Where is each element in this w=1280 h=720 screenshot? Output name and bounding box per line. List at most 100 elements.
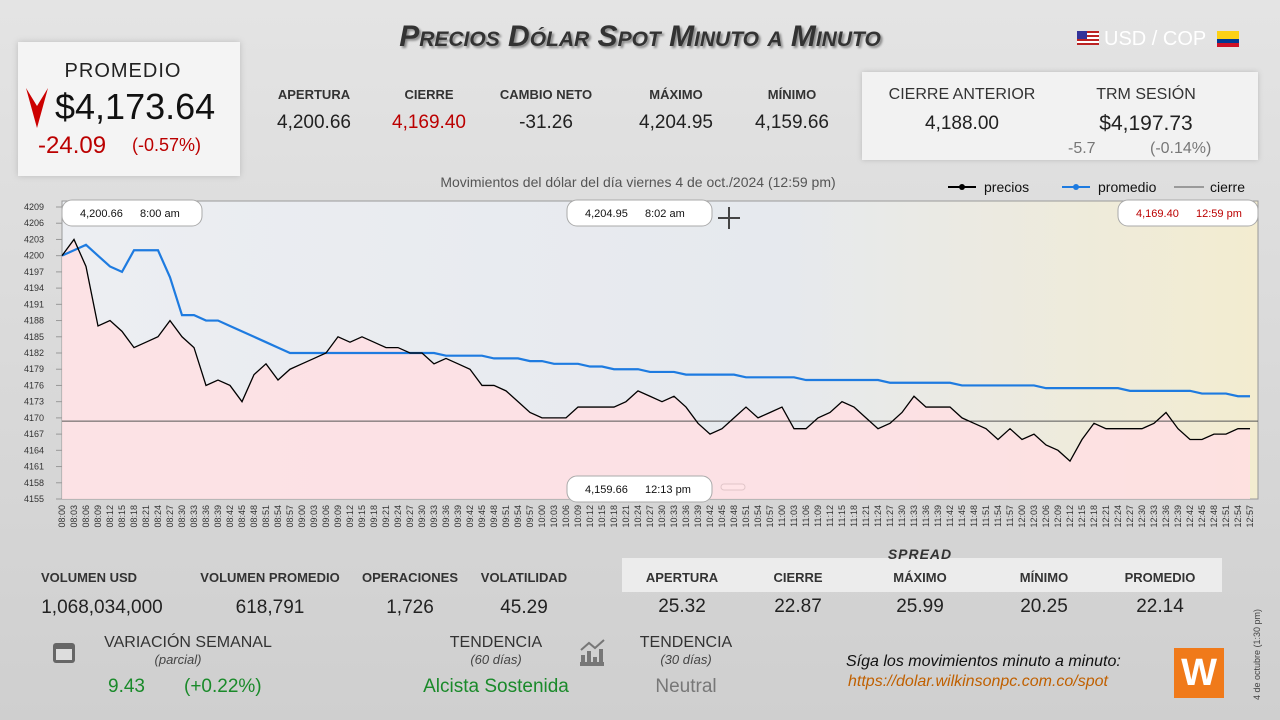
x-tick-label: 08:12 bbox=[105, 505, 115, 528]
volume-label: VOLUMEN USD bbox=[40, 570, 138, 585]
price-area bbox=[62, 239, 1250, 499]
x-tick-label: 11:12 bbox=[825, 505, 835, 527]
x-tick-label: 09:18 bbox=[369, 505, 379, 528]
y-tick-label: 4161 bbox=[24, 462, 44, 472]
y-tick-label: 4176 bbox=[24, 380, 44, 390]
trend60-value: Alcista Sostenida bbox=[423, 676, 569, 697]
x-tick-label: 11:15 bbox=[837, 505, 847, 527]
x-tick-label: 09:03 bbox=[309, 505, 319, 528]
stat-value: -31.26 bbox=[519, 112, 573, 133]
x-tick-label: 10:45 bbox=[717, 505, 727, 528]
weekly-label: VARIACIÓN SEMANAL bbox=[104, 634, 272, 651]
date-stamp: 4 de octubre (1:30 pm) bbox=[1252, 608, 1262, 700]
legend-label: promedio bbox=[1098, 179, 1157, 195]
annotation-price: 4,204.95 bbox=[585, 208, 628, 220]
annotation-time: 8:02 am bbox=[645, 208, 685, 220]
legend-label: cierre bbox=[1210, 179, 1245, 195]
volume-value: 45.29 bbox=[500, 597, 548, 618]
x-tick-label: 11:24 bbox=[873, 505, 883, 527]
currency-pair: USD / COP bbox=[1104, 28, 1207, 50]
x-tick-label: 12:45 bbox=[1197, 505, 1207, 528]
stat-value: 4,204.95 bbox=[639, 112, 713, 133]
x-tick-label: 12:24 bbox=[1113, 505, 1123, 528]
x-tick-label: 11:51 bbox=[981, 505, 991, 527]
trend30-sub: (30 días) bbox=[660, 652, 712, 667]
stat-value: 4,159.66 bbox=[755, 112, 829, 133]
x-tick-label: 10:09 bbox=[573, 505, 583, 528]
x-tick-label: 08:24 bbox=[153, 505, 163, 528]
trm-percent: (-0.14%) bbox=[1150, 140, 1212, 157]
annotation: 4,169.40 12:59 pm bbox=[1117, 199, 1259, 227]
x-tick-label: 10:12 bbox=[585, 505, 595, 528]
y-tick-label: 4173 bbox=[24, 397, 44, 407]
x-tick-label: 09:12 bbox=[345, 505, 355, 528]
x-tick-label: 09:24 bbox=[393, 505, 403, 528]
x-tick-label: 10:57 bbox=[765, 505, 775, 528]
x-tick-label: 09:57 bbox=[525, 505, 535, 528]
x-tick-label: 10:06 bbox=[561, 505, 571, 528]
weekly-sub: (parcial) bbox=[154, 652, 202, 667]
spread-label: MÍNIMO bbox=[1019, 570, 1069, 585]
x-tick-label: 12:33 bbox=[1149, 505, 1159, 528]
x-tick-label: 08:42 bbox=[225, 505, 235, 528]
volume-label: VOLATILIDAD bbox=[480, 570, 568, 585]
x-tick-label: 11:42 bbox=[945, 505, 955, 527]
x-tick-label: 11:09 bbox=[813, 505, 823, 527]
x-tick-label: 08:36 bbox=[201, 505, 211, 528]
x-tick-label: 08:57 bbox=[285, 505, 295, 528]
logo[interactable]: W bbox=[1174, 648, 1224, 698]
x-tick-label: 10:21 bbox=[621, 505, 631, 528]
volume-value: 1,726 bbox=[386, 597, 434, 618]
spread-band bbox=[622, 558, 1222, 592]
x-tick-label: 10:39 bbox=[693, 505, 703, 528]
x-tick-label: 12:09 bbox=[1053, 505, 1063, 528]
x-tick-label: 10:27 bbox=[645, 505, 655, 528]
y-tick-label: 4206 bbox=[24, 218, 44, 228]
x-tick-label: 09:00 bbox=[297, 505, 307, 528]
annotation-time: 12:13 pm bbox=[645, 484, 691, 496]
x-tick-label: 09:27 bbox=[405, 505, 415, 528]
stat-label: APERTURA bbox=[277, 87, 351, 102]
x-tick-label: 09:21 bbox=[381, 505, 391, 528]
x-tick-label: 11:33 bbox=[909, 505, 919, 527]
legend-dot bbox=[959, 184, 965, 190]
y-tick-label: 4167 bbox=[24, 429, 44, 439]
x-tick-label: 08:51 bbox=[261, 505, 271, 528]
trend60-sub: (60 días) bbox=[470, 652, 522, 667]
volume-label: VOLUMEN PROMEDIO bbox=[200, 570, 340, 585]
y-tick-label: 4185 bbox=[24, 332, 44, 342]
y-tick-label: 4170 bbox=[24, 413, 44, 423]
x-tick-label: 11:30 bbox=[897, 505, 907, 527]
x-tick-label: 08:00 bbox=[57, 505, 67, 528]
volume-label: OPERACIONES bbox=[361, 570, 459, 585]
x-tick-label: 12:42 bbox=[1185, 505, 1195, 528]
y-tick-label: 4194 bbox=[24, 283, 44, 293]
x-tick-label: 10:03 bbox=[549, 505, 559, 528]
promedio-label: PROMEDIO bbox=[64, 60, 182, 82]
x-tick-label: 08:33 bbox=[189, 505, 199, 528]
annotation-box bbox=[1117, 199, 1259, 227]
trend-icon bbox=[580, 639, 605, 666]
series-line bbox=[61, 243, 1250, 398]
promedio-percent: (-0.57%) bbox=[132, 135, 202, 155]
y-tick-label: 4203 bbox=[24, 234, 44, 244]
y-tick-label: 4158 bbox=[24, 478, 44, 488]
x-tick-label: 12:06 bbox=[1041, 505, 1051, 528]
y-tick-label: 4164 bbox=[24, 445, 44, 455]
spread-value: 22.87 bbox=[774, 596, 822, 617]
x-tick-label: 09:51 bbox=[501, 505, 511, 528]
chart-subtitle: Movimientos del dólar del día viernes 4 … bbox=[440, 174, 835, 190]
x-tick-label: 09:36 bbox=[441, 505, 451, 528]
stat-value: 4,169.40 bbox=[392, 112, 466, 133]
x-tick-label: 11:54 bbox=[993, 505, 1003, 527]
x-tick-label: 12:36 bbox=[1161, 505, 1171, 528]
calendar-icon bbox=[53, 643, 75, 663]
x-tick-label: 09:06 bbox=[321, 505, 331, 528]
trend60-label: TENDENCIA bbox=[449, 634, 543, 651]
x-tick-label: 08:09 bbox=[93, 505, 103, 528]
x-tick-label: 08:48 bbox=[249, 505, 259, 528]
site-link[interactable]: https://dolar.wilkinsonpc.com.co/spot bbox=[848, 673, 1108, 690]
crosshair-icon bbox=[718, 207, 740, 229]
x-tick-label: 12:03 bbox=[1029, 505, 1039, 528]
